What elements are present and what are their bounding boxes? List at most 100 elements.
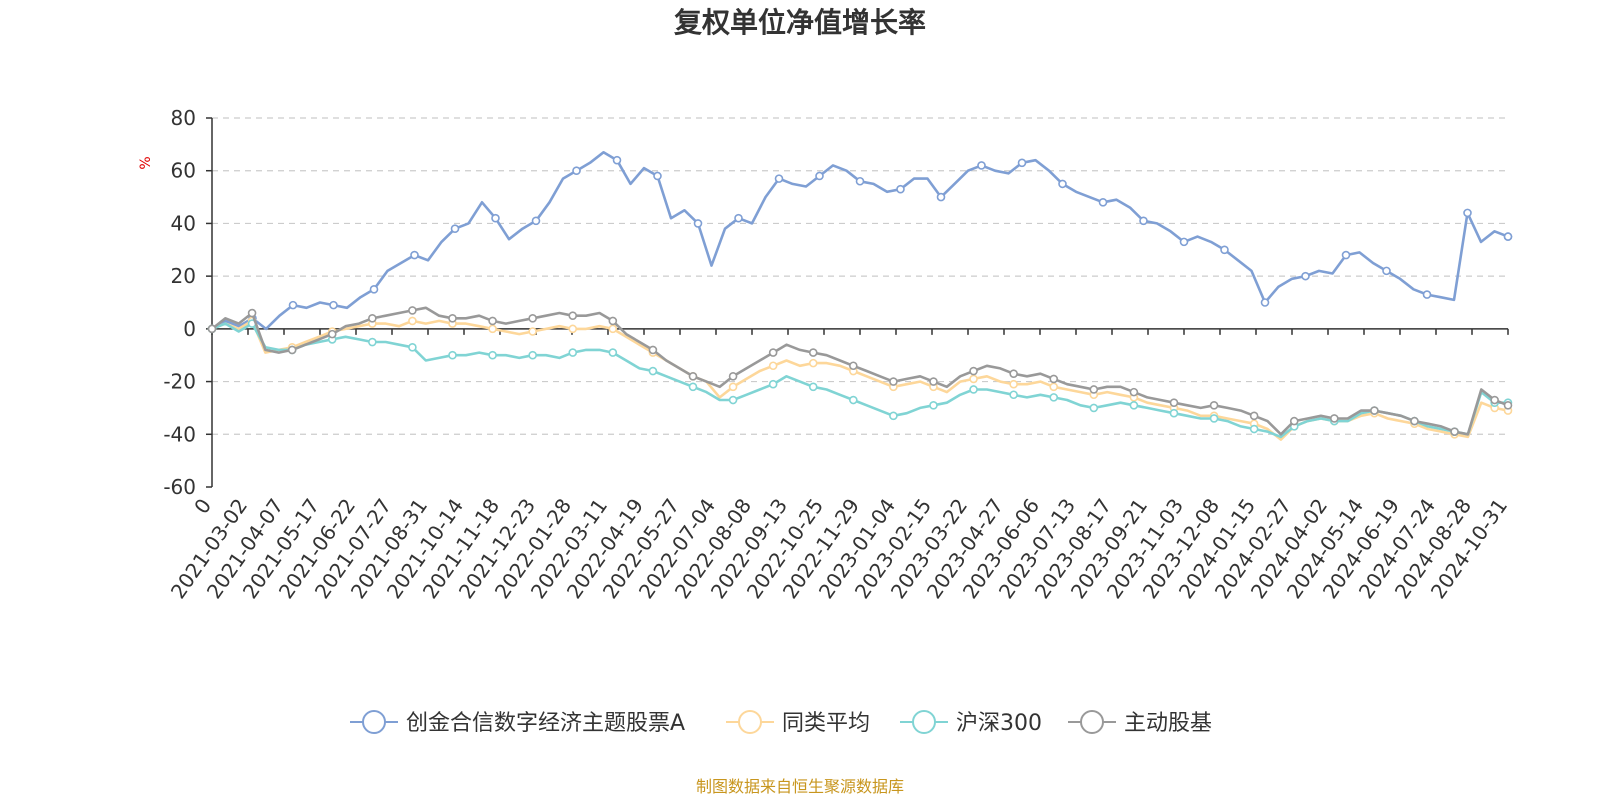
legend-item[interactable]: 创金合信数字经济主题股票A [350, 710, 685, 736]
series-point [969, 366, 978, 376]
series-point [368, 337, 377, 347]
series-point [728, 395, 738, 405]
y-tick-label: -60 [163, 475, 196, 499]
series-point [608, 348, 618, 357]
series-point [1169, 408, 1179, 418]
series-point [488, 316, 497, 326]
series-point [488, 324, 497, 334]
y-tick-label: 60 [171, 159, 196, 183]
series-point [488, 350, 497, 360]
legend-item[interactable]: 主动股基 [1068, 710, 1212, 736]
series-point [815, 171, 824, 181]
series-point [531, 216, 541, 226]
series-point [408, 316, 417, 326]
legend-marker [738, 710, 762, 734]
y-tick-label: -40 [163, 422, 196, 446]
series-line-1 [211, 319, 1509, 441]
legend-marker [912, 710, 936, 734]
legend-item[interactable]: 沪深300 [900, 710, 1042, 736]
series-point [768, 379, 778, 389]
series-point [728, 371, 738, 381]
legend-label: 沪深300 [956, 711, 1042, 736]
series-point [849, 361, 858, 371]
series-point [1490, 395, 1499, 405]
series-point [969, 385, 978, 394]
series-point [1009, 390, 1018, 400]
y-tick-label: 0 [183, 317, 196, 341]
series-point [1129, 387, 1139, 397]
series-point [1089, 385, 1099, 394]
series-point [808, 358, 818, 368]
series-point [612, 155, 622, 165]
series-point [568, 348, 578, 357]
series-point [734, 213, 743, 223]
series-point [889, 377, 898, 386]
series-point [1463, 208, 1472, 218]
series-point [287, 345, 297, 355]
series-point [288, 300, 298, 310]
series-point [929, 400, 938, 410]
series-point [410, 250, 419, 260]
y-tick-label: 20 [171, 264, 196, 288]
series-point [448, 314, 457, 323]
series-point [1049, 374, 1059, 384]
series-point [1049, 382, 1059, 392]
series-point [774, 174, 784, 183]
series-point [929, 377, 938, 386]
series-point [648, 366, 658, 376]
series-point [1301, 271, 1310, 281]
series-point [936, 192, 946, 202]
series-point [247, 308, 257, 318]
legend-item[interactable]: 同类平均 [726, 710, 870, 736]
grid-lines [212, 117, 1508, 435]
series-point [688, 382, 698, 392]
series-line-2 [211, 322, 1508, 439]
series-point [327, 329, 337, 339]
series-point [1249, 424, 1259, 434]
series-point [849, 395, 858, 405]
series-point [608, 316, 618, 326]
series-point [329, 300, 338, 310]
y-tick-label: 80 [171, 106, 196, 130]
series-point [1049, 393, 1059, 402]
series-point [768, 348, 778, 357]
series-point [1330, 414, 1339, 423]
series-point [969, 374, 978, 384]
series-point [1089, 403, 1099, 413]
series-point [855, 176, 865, 186]
series-line-3 [211, 306, 1509, 436]
series-point [1370, 406, 1379, 415]
series-point [491, 213, 500, 223]
series-point [768, 361, 778, 371]
series-point [207, 324, 217, 334]
series-point [1009, 369, 1018, 378]
series-point [408, 343, 417, 352]
legend-marker [362, 710, 386, 734]
legend: 创金合信数字经济主题股票A 同类平均 沪深300 主动股基 [350, 710, 1212, 736]
series-point [1009, 379, 1018, 389]
series-point [450, 224, 460, 233]
series-point [1017, 158, 1027, 168]
series-point [653, 171, 662, 181]
x-tick-label: 0 [189, 494, 216, 518]
series-point [568, 324, 578, 334]
legend-label: 同类平均 [782, 711, 870, 736]
series-point [1341, 250, 1351, 260]
series-point [1382, 266, 1391, 276]
series-point [1139, 216, 1148, 226]
series-point [896, 184, 905, 194]
series-point [688, 371, 698, 381]
series-point [808, 382, 818, 392]
series-point [889, 411, 898, 421]
series-point [608, 324, 618, 334]
series-point [528, 327, 537, 336]
series-point [1503, 232, 1513, 241]
series-point [1179, 237, 1189, 247]
legend-marker [1080, 710, 1104, 734]
series-point [369, 285, 379, 294]
y-axis-unit: % [138, 156, 154, 169]
legend-label: 创金合信数字经济主题股票A [406, 711, 685, 736]
axes: 806040200-20-40-6002021-03-022021-04-072… [163, 106, 1512, 603]
series-point [693, 219, 703, 228]
